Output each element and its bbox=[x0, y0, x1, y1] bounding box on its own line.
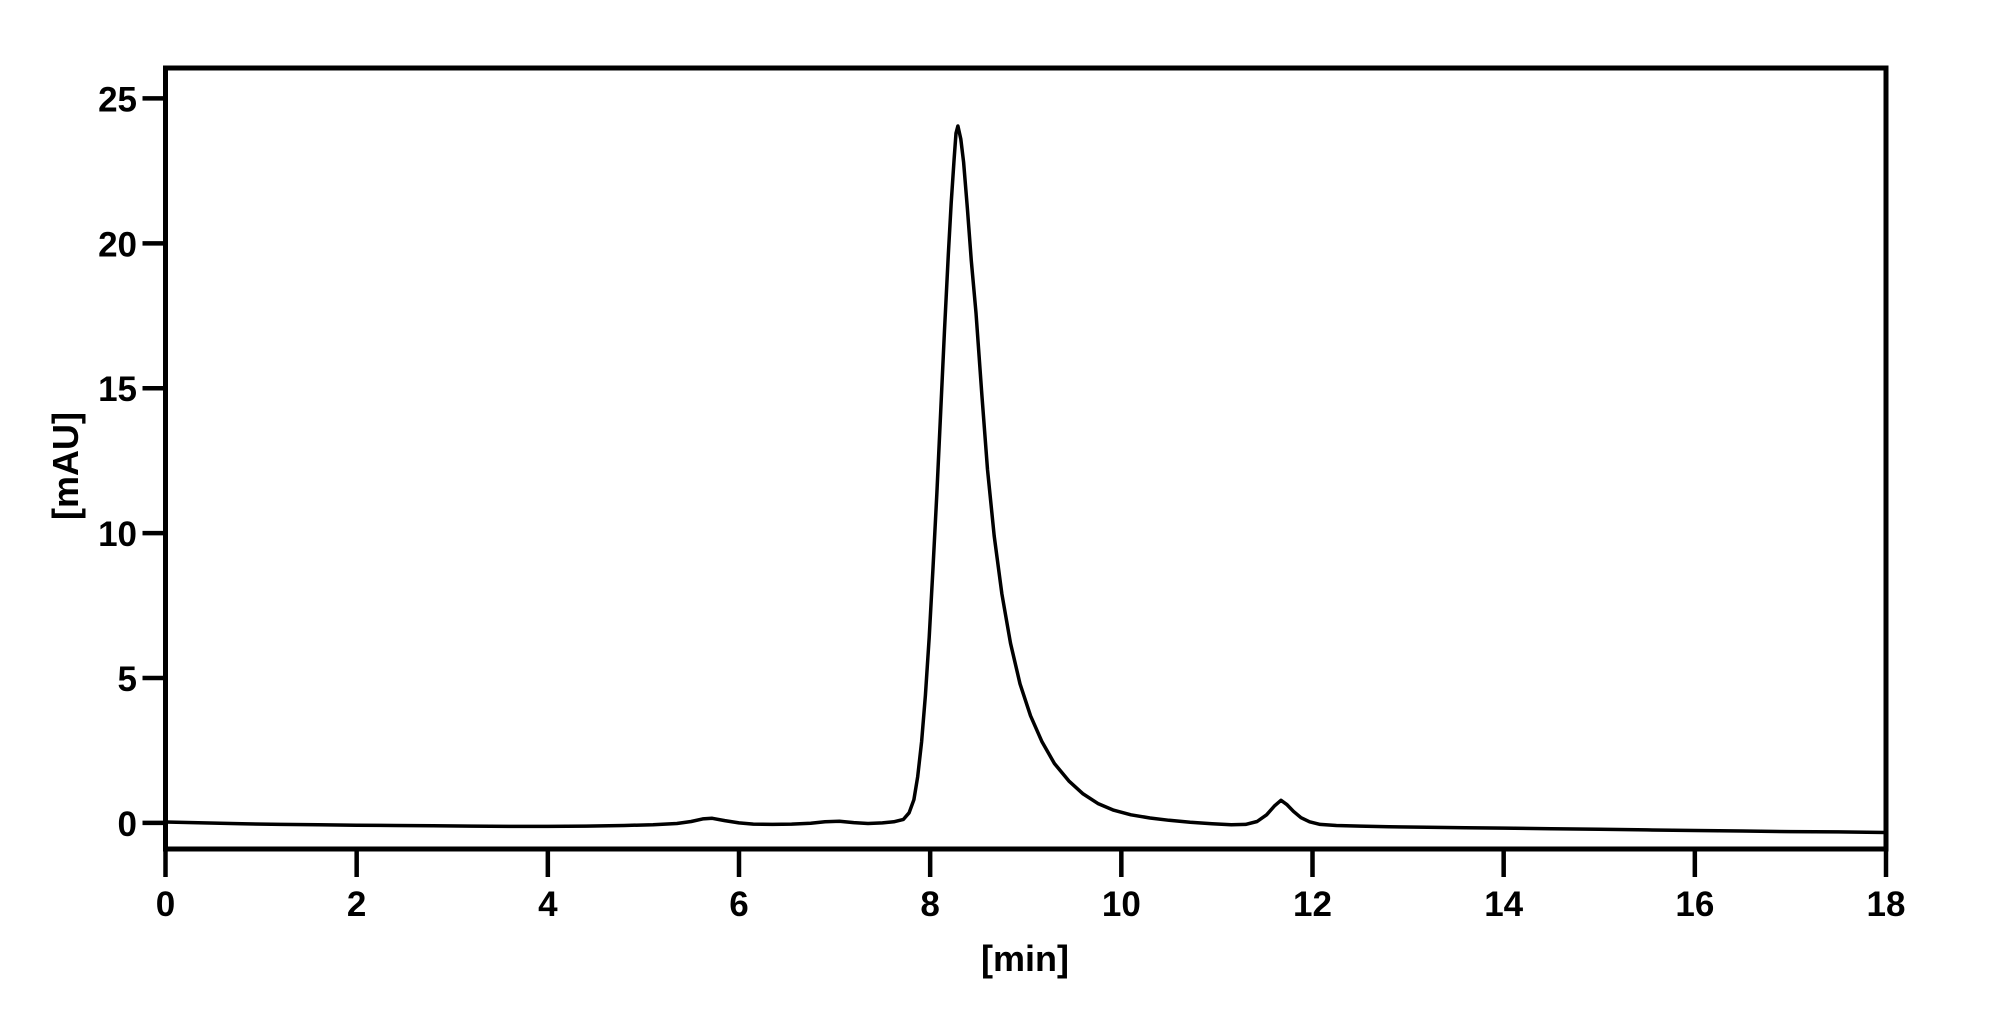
x-tick-label: 10 bbox=[1102, 885, 1141, 924]
plot-frame bbox=[163, 65, 1889, 852]
y-tick-label: 20 bbox=[98, 225, 137, 264]
y-tick-label: 10 bbox=[98, 515, 137, 554]
y-axis-title: [mAU] bbox=[45, 412, 86, 520]
x-tick-label: 2 bbox=[347, 885, 366, 924]
y-tick-label: 0 bbox=[118, 805, 137, 844]
y-tick-label: 5 bbox=[118, 660, 137, 699]
x-tick-label: 0 bbox=[156, 885, 175, 924]
x-tick-label: 18 bbox=[1867, 885, 1906, 924]
chromatogram-trace bbox=[163, 124, 1888, 835]
x-tick-label: 12 bbox=[1293, 885, 1332, 924]
x-tick-label: 14 bbox=[1484, 885, 1523, 924]
y-tick-label: 25 bbox=[98, 80, 137, 119]
x-tick-label: 8 bbox=[920, 885, 939, 924]
x-axis-title: [min] bbox=[981, 938, 1069, 979]
y-tick-label: 15 bbox=[98, 370, 137, 409]
x-tick-label: 4 bbox=[538, 885, 558, 924]
x-tick-label: 16 bbox=[1675, 885, 1714, 924]
x-tick-label: 6 bbox=[729, 885, 748, 924]
